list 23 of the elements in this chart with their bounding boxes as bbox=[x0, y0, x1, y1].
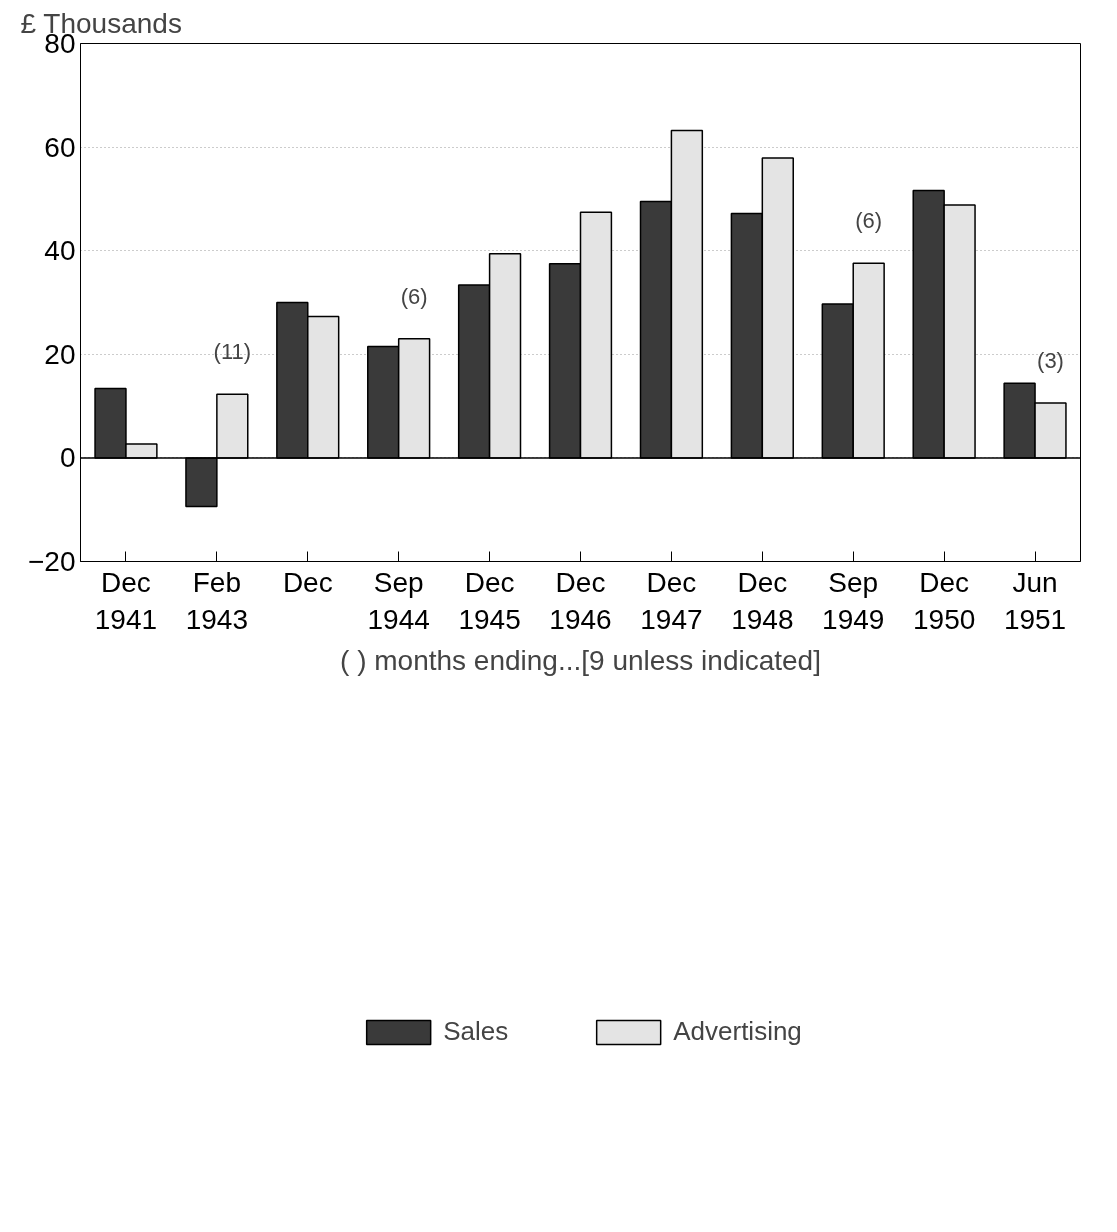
x-tick-label: Sep 1944 bbox=[367, 566, 430, 635]
x-tick-label: Dec 1941 bbox=[94, 566, 158, 635]
text: ( ) months ending...[9 unless indicated] bbox=[340, 644, 821, 676]
annotation: (11) bbox=[213, 339, 252, 365]
x-tick-label: Jun 1951 bbox=[1003, 566, 1067, 635]
x-tick-label: Sep 1949 bbox=[822, 566, 885, 635]
legend-label: Sales bbox=[443, 1016, 509, 1047]
legend-label: Advertising bbox=[673, 1016, 802, 1047]
annotation: (6) bbox=[400, 283, 428, 309]
y-tick-label: 40 bbox=[44, 235, 76, 267]
x-tick-label: Dec bbox=[282, 566, 333, 598]
x-tick-label: Feb 1943 bbox=[185, 566, 249, 635]
annotation: (6) bbox=[855, 208, 883, 234]
y-tick-label: 0 bbox=[59, 442, 76, 474]
annotation: (3) bbox=[1037, 347, 1064, 373]
x-tick-label: Dec 1946 bbox=[549, 566, 612, 635]
y-tick-label: 60 bbox=[44, 131, 76, 163]
y-tick-label: 20 bbox=[44, 338, 76, 370]
x-tick-label: Dec 1950 bbox=[912, 566, 976, 635]
y-tick-label: −20 bbox=[28, 546, 76, 577]
x-tick-label: Dec 1945 bbox=[458, 566, 521, 635]
x-tick-label: Dec 1947 bbox=[640, 566, 703, 635]
x-tick-label: Dec 1948 bbox=[731, 566, 794, 635]
